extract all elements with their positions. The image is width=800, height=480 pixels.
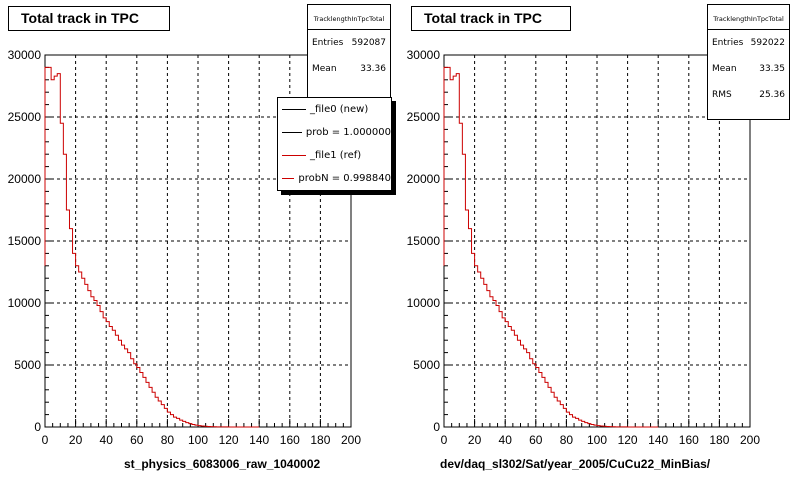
left-x-tick-label: 180 bbox=[310, 433, 330, 447]
right-x-tick-label: 40 bbox=[499, 433, 513, 447]
left-x-tick-label: 160 bbox=[280, 433, 300, 447]
right-stats-rms: RMS 25.36 bbox=[712, 90, 785, 100]
left-stats-name: TracklengthInTpcTotal bbox=[308, 5, 390, 30]
left-legend: _file0 (new) prob = 1.000000 _file1 (ref… bbox=[277, 97, 392, 191]
right-x-tick-label: 0 bbox=[441, 433, 448, 447]
left-series--file1-ref- bbox=[44, 66, 260, 428]
legend-swatch-file0 bbox=[282, 109, 306, 110]
legend-item-prob: prob = 1.000000 bbox=[278, 121, 391, 144]
left-y-tick-label: 30000 bbox=[8, 48, 42, 62]
right-y-tick-label: 15000 bbox=[407, 234, 441, 248]
legend-item-file1: _file1 (ref) bbox=[278, 144, 391, 167]
right-x-tick-label: 160 bbox=[679, 433, 699, 447]
left-stats-entries: Entries 592087 bbox=[312, 38, 386, 48]
right-y-tick-label: 30000 bbox=[407, 48, 441, 62]
right-x-tick-label: 60 bbox=[529, 433, 543, 447]
left-y-tick-label: 20000 bbox=[8, 172, 42, 186]
left-x-tick-label: 0 bbox=[42, 433, 49, 447]
right-title-text: Total track in TPC bbox=[424, 10, 542, 26]
legend-item-probn: probN = 0.998840 bbox=[278, 167, 391, 190]
right-series-0 bbox=[443, 66, 659, 428]
right-y-tick-label: 5000 bbox=[413, 358, 440, 372]
left-title-text: Total track in TPC bbox=[21, 10, 139, 26]
left-x-tick-label: 60 bbox=[130, 433, 144, 447]
right-y-tick-label: 20000 bbox=[407, 172, 441, 186]
left-y-tick-label: 15000 bbox=[8, 234, 42, 248]
right-x-tick-label: 80 bbox=[560, 433, 574, 447]
right-x-tick-label: 200 bbox=[740, 433, 760, 447]
legend-swatch-probn bbox=[282, 178, 295, 179]
left-y-tick-label: 25000 bbox=[8, 110, 42, 124]
right-x-tick-label: 120 bbox=[618, 433, 638, 447]
right-x-tick-label: 20 bbox=[468, 433, 482, 447]
legend-swatch-file1 bbox=[282, 155, 306, 156]
right-y-tick-label: 25000 bbox=[407, 110, 441, 124]
right-stats-box: TracklengthInTpcTotal Entries 592022 Mea… bbox=[707, 4, 790, 120]
legend-swatch-prob bbox=[282, 132, 302, 133]
left-y-tick-label: 5000 bbox=[14, 358, 41, 372]
right-x-tick-label: 180 bbox=[709, 433, 729, 447]
left-x-caption: st_physics_6083006_raw_1040002 bbox=[124, 457, 321, 471]
legend-item-file0: _file0 (new) bbox=[278, 98, 391, 121]
left-x-tick-label: 100 bbox=[188, 433, 208, 447]
right-x-tick-label: 100 bbox=[587, 433, 607, 447]
left-x-tick-label: 80 bbox=[161, 433, 175, 447]
right-chart-title: Total track in TPC bbox=[411, 6, 571, 31]
left-x-tick-label: 20 bbox=[69, 433, 83, 447]
right-x-caption: dev/daq_sl302/Sat/year_2005/CuCu22_MinBi… bbox=[440, 457, 711, 471]
right-stats-name: TracklengthInTpcTotal bbox=[708, 5, 789, 30]
right-y-tick-label: 10000 bbox=[407, 296, 441, 310]
left-chart-title: Total track in TPC bbox=[8, 6, 170, 31]
right-y-tick-label: 0 bbox=[433, 420, 440, 434]
right-stats-entries: Entries 592022 bbox=[712, 38, 785, 48]
left-y-tick-label: 10000 bbox=[8, 296, 42, 310]
right-x-tick-label: 140 bbox=[648, 433, 668, 447]
left-y-tick-label: 0 bbox=[34, 420, 41, 434]
left-x-tick-label: 200 bbox=[341, 433, 361, 447]
left-x-tick-label: 120 bbox=[219, 433, 239, 447]
left-stats-box: TracklengthInTpcTotal Entries 592087 Mea… bbox=[307, 4, 391, 98]
right-stats-mean: Mean 33.35 bbox=[712, 64, 785, 74]
left-stats-mean: Mean 33.36 bbox=[312, 64, 386, 74]
left-x-tick-label: 40 bbox=[100, 433, 114, 447]
left-x-tick-label: 140 bbox=[249, 433, 269, 447]
